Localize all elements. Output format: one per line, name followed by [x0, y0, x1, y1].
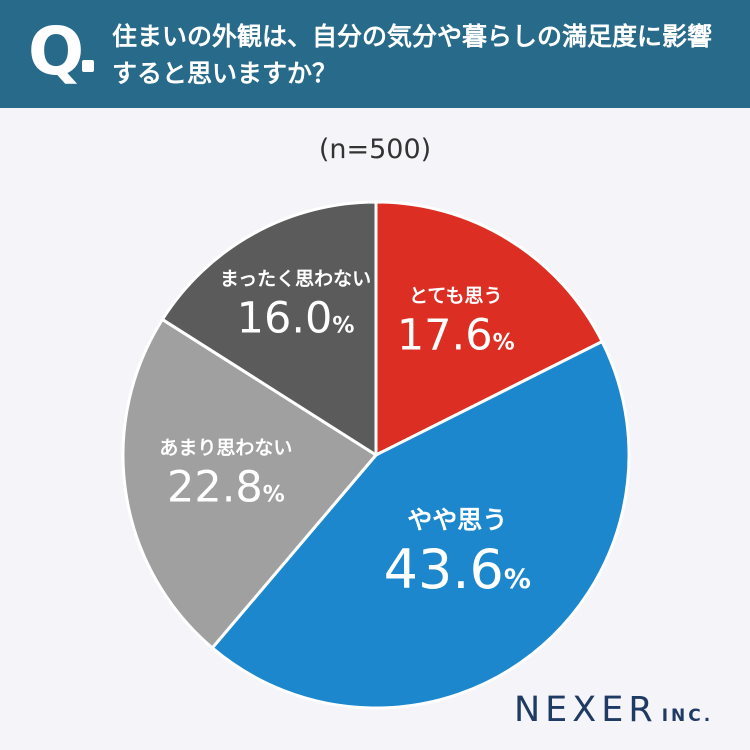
question-text: 住まいの外観は、自分の気分や暮らしの満足度に影響すると思いますか？ [112, 22, 713, 88]
pie-slice-very [374, 200, 604, 457]
pie-slice-not-much [121, 317, 378, 650]
sample-size: (n=500) [318, 134, 432, 165]
logo-main: NEXER [514, 690, 658, 730]
slice-value-somewhat: 43.6% [384, 538, 531, 601]
slice-label-somewhat: やや思う [407, 506, 507, 535]
question-header: Q 住まいの外観は、自分の気分や暮らしの満足度に影響すると思いますか？ [0, 0, 750, 108]
q-dot [82, 60, 94, 72]
slice-value-not-much: 22.8% [167, 462, 285, 512]
nexer-logo: NEXER INC. [514, 690, 744, 734]
pie-slice-somewhat [210, 340, 631, 710]
slice-value-very: 17.6% [397, 310, 515, 360]
slice-label-not-much: あまり思わない [159, 437, 292, 459]
slice-value-not-at-all: 16.0% [237, 293, 355, 343]
slice-label-not-at-all: まったく思わない [220, 268, 371, 290]
logo-suffix: INC. [661, 706, 714, 726]
slice-label-very: とても思う [409, 285, 502, 307]
q-mark: Q [28, 13, 85, 90]
pie-slice-not-at-all [160, 200, 378, 457]
